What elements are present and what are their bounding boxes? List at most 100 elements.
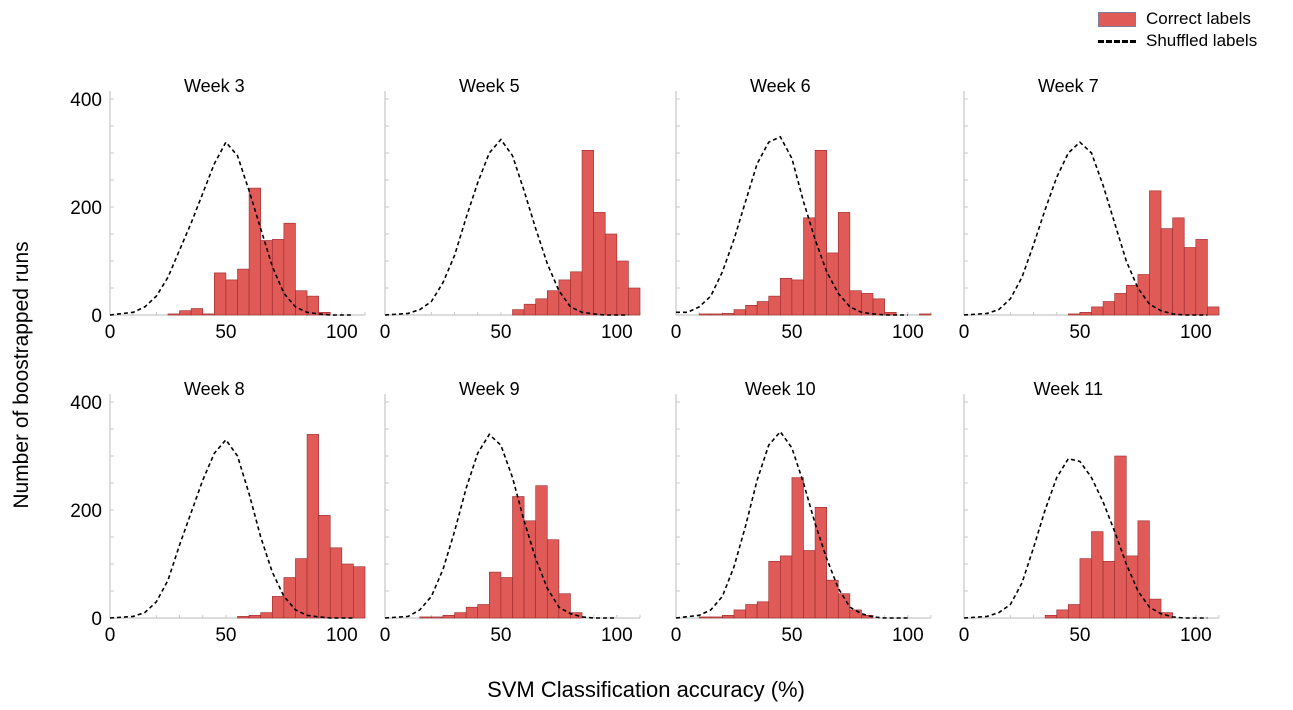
y-tick-label: 0 (91, 306, 102, 327)
histogram-bar (1079, 558, 1092, 619)
histogram-bar (745, 604, 758, 619)
histogram-bar (756, 601, 770, 619)
x-tick-label: 0 (959, 625, 970, 646)
x-tick-label: 50 (781, 322, 802, 343)
histogram-bar (202, 313, 215, 316)
histogram-bar (872, 298, 885, 316)
panel-week-9: Week 9 0 50 100 (380, 379, 641, 646)
panel-week-5: Week 5 0 50 100 (380, 76, 641, 343)
histogram-bar (849, 609, 862, 619)
histogram-bar (535, 485, 548, 619)
histogram-bar (454, 612, 467, 619)
legend-label-correct: Correct labels (1146, 9, 1251, 28)
x-tick-label: 50 (490, 625, 511, 646)
histogram-bar (500, 577, 513, 619)
x-tick-label: 0 (671, 322, 682, 343)
panel-title: Week 3 (184, 76, 245, 96)
histogram-bar (1091, 531, 1104, 619)
histogram-bar (295, 558, 308, 619)
correct-labels-swatch (1098, 11, 1136, 27)
histogram-bar (1207, 306, 1220, 316)
histogram-bar (791, 279, 804, 316)
y-tick-label: 0 (91, 609, 102, 630)
histogram-bar (1091, 306, 1104, 316)
shuffled-labels-curve (963, 141, 1208, 316)
shuffled-labels-curve (384, 433, 617, 619)
legend-item-shuffled: Shuffled labels (1098, 30, 1257, 52)
histogram-bar (558, 279, 571, 316)
histogram-bar (431, 616, 444, 619)
x-tick-label: 100 (601, 625, 633, 646)
x-tick-label: 50 (490, 322, 511, 343)
histogram-bar (1125, 284, 1139, 316)
histogram-bar (179, 310, 192, 316)
histogram-bar (919, 313, 932, 316)
histogram-bar (190, 308, 204, 316)
histogram-bar (237, 268, 250, 316)
histogram-bar (535, 298, 548, 316)
histogram-bar (283, 222, 296, 316)
x-tick-label: 50 (1069, 625, 1090, 646)
histogram-bar (780, 277, 793, 316)
histogram-bar (1160, 228, 1173, 316)
histogram-bar (616, 260, 629, 316)
histogram-bar (745, 304, 758, 316)
histogram-bar (1056, 609, 1069, 619)
histogram-bar (318, 311, 331, 316)
histogram-bar (722, 614, 735, 619)
x-tick-label: 50 (215, 322, 236, 343)
histogram-bar (837, 212, 851, 316)
x-axis-label: SVM Classification accuracy (%) (487, 677, 805, 702)
histogram-bar (710, 616, 723, 619)
histogram-bar (214, 272, 227, 316)
histogram-bar (442, 614, 455, 619)
histogram-bar (248, 187, 261, 316)
histogram-bar (698, 313, 712, 316)
legend: Correct labels Shuffled labels (1098, 8, 1288, 58)
panel-title: Week 8 (184, 379, 245, 399)
panel-title: Week 11 (1034, 379, 1103, 399)
histogram-bar (546, 539, 560, 619)
histogram-bar (581, 150, 594, 316)
shuffled-labels-curve (675, 430, 908, 619)
histogram-bar (698, 616, 712, 619)
x-tick-label: 100 (326, 322, 358, 343)
panel-title: Week 10 (745, 379, 816, 399)
histogram-bar (523, 303, 536, 316)
panel-title: Week 9 (459, 379, 520, 399)
histogram-bar (1149, 190, 1162, 316)
panel-title: Week 5 (459, 76, 520, 96)
legend-label-shuffled: Shuffled labels (1146, 31, 1258, 50)
shuffled-labels-curve (384, 138, 629, 316)
histogram-bar (814, 506, 827, 619)
x-tick-label: 100 (601, 322, 633, 343)
x-tick-label: 0 (105, 625, 116, 646)
histogram-bar (419, 616, 432, 619)
histogram-bar (861, 614, 874, 619)
histogram-bar (225, 279, 238, 316)
histogram-bar (477, 604, 490, 619)
legend-item-correct: Correct labels (1098, 8, 1251, 30)
x-tick-label: 50 (215, 625, 236, 646)
histogram-bar (570, 271, 583, 316)
y-tick-label: 400 (70, 90, 102, 111)
histogram-bar (722, 313, 735, 316)
shuffled-labels-curve (109, 438, 354, 619)
y-tick-label: 200 (70, 501, 102, 522)
shuffled-labels-swatch (1098, 34, 1136, 49)
x-tick-label: 0 (380, 322, 391, 343)
shuffled-labels-curve (109, 140, 354, 316)
histogram-bar (814, 150, 827, 316)
x-tick-label: 0 (105, 322, 116, 343)
histogram-bar (1068, 313, 1081, 316)
x-tick-label: 100 (892, 625, 924, 646)
x-tick-label: 0 (380, 625, 391, 646)
histogram-bar (780, 555, 793, 619)
histogram-bar (260, 240, 273, 316)
histogram-bar (167, 313, 180, 316)
x-tick-label: 50 (781, 625, 802, 646)
histogram-bar (341, 563, 354, 619)
shuffled-labels-curve (676, 135, 908, 316)
